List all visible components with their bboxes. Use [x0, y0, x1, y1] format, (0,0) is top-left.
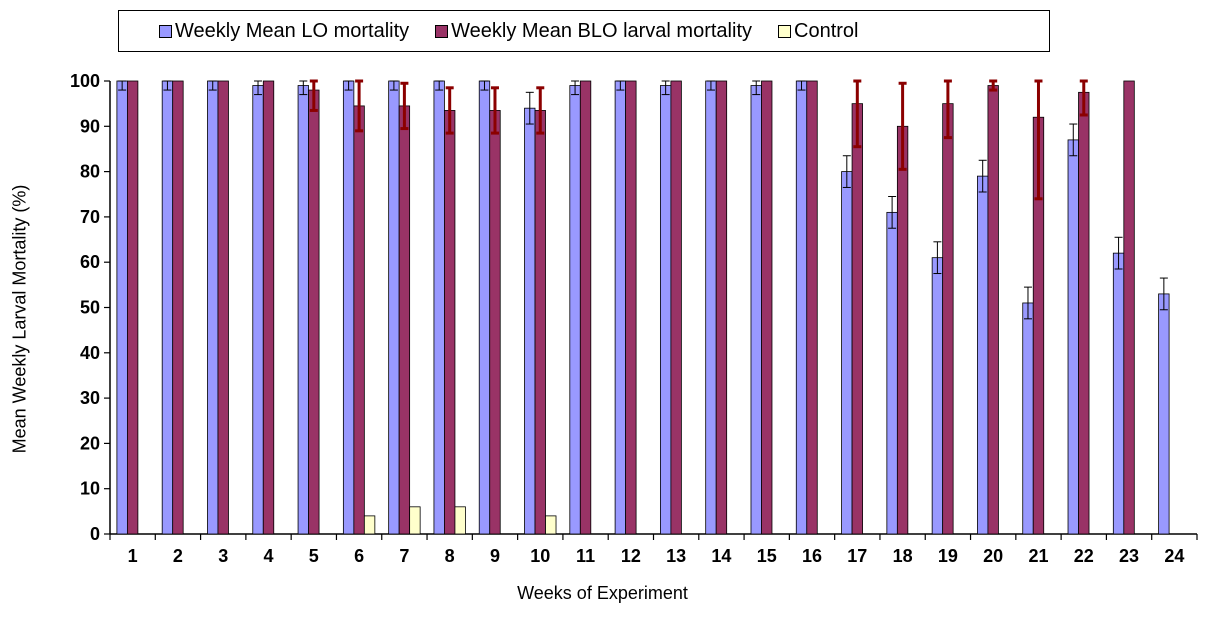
bar-lo: [116, 80, 128, 535]
bar-lo: [1067, 139, 1079, 535]
bar-blo: [1123, 80, 1135, 535]
bar-lo: [841, 171, 853, 535]
bar-lo: [1158, 293, 1170, 535]
bar-lo: [795, 80, 808, 535]
x-tick-label: 7: [399, 546, 409, 566]
bar-lo: [478, 80, 491, 535]
bar-lo: [161, 80, 174, 535]
bar-lo: [524, 107, 536, 535]
y-tick-label: 80: [80, 162, 100, 182]
x-tick-label: 20: [983, 546, 1003, 566]
bar-blo: [896, 125, 909, 535]
bar-blo: [761, 80, 773, 535]
y-tick-label: 10: [80, 479, 100, 499]
bar-blo: [1078, 91, 1090, 535]
bar-lo: [977, 175, 989, 535]
bar-blo: [806, 80, 818, 535]
bar-blo: [715, 80, 728, 535]
x-tick-label: 14: [711, 546, 731, 566]
legend-label-blo: Weekly Mean BLO larval mortality: [451, 19, 752, 42]
x-axis-label: Weeks of Experiment: [517, 583, 688, 603]
bar-blo: [670, 80, 682, 535]
y-tick-label: 60: [80, 252, 100, 272]
bar-lo: [252, 85, 264, 535]
x-tick-label: 11: [576, 546, 595, 566]
bar-lo: [886, 211, 898, 535]
legend-item-control: Control: [778, 20, 858, 43]
x-tick-label: 24: [1164, 546, 1184, 566]
bar-lo: [750, 85, 762, 535]
x-tick-label: 23: [1119, 546, 1139, 566]
y-tick-label: 50: [80, 298, 100, 318]
bar-lo: [931, 257, 944, 535]
legend-label-lo: Weekly Mean LO mortality: [175, 19, 410, 42]
x-tick-label: 8: [445, 546, 455, 566]
x-tick-label: 17: [847, 546, 867, 566]
bar-control: [363, 515, 376, 535]
legend-swatch-blo: [435, 24, 449, 38]
y-tick-label: 40: [80, 343, 100, 363]
y-tick-label: 30: [80, 388, 100, 408]
bar-blo: [942, 103, 954, 535]
y-axis-label-wrap: Mean Weekly Larval Mortality (%): [8, 0, 32, 637]
bar-blo: [625, 80, 637, 535]
bar-lo: [342, 80, 355, 535]
bar-blo: [987, 85, 999, 535]
bar-blo: [444, 110, 456, 535]
chart-legend: Weekly Mean LO mortality Weekly Mean BLO…: [118, 10, 1050, 52]
x-tick-label: 19: [938, 546, 958, 566]
bar-blo: [579, 80, 592, 535]
bar-blo: [489, 110, 501, 535]
bar-blo: [398, 105, 411, 535]
bar-lo: [659, 85, 672, 535]
bar-lo: [388, 80, 400, 535]
bar-blo: [308, 89, 320, 535]
legend-label-control: Control: [794, 19, 859, 42]
x-tick-label: 18: [893, 546, 913, 566]
bar-blo: [851, 103, 863, 535]
x-tick-label: 16: [802, 546, 822, 566]
y-tick-label: 100: [70, 71, 100, 91]
x-tick-label: 13: [666, 546, 686, 566]
x-tick-label: 15: [757, 546, 777, 566]
bar-blo: [217, 80, 229, 535]
y-tick-label: 20: [80, 433, 100, 453]
x-tick-label: 21: [1028, 546, 1048, 566]
bar-lo: [705, 80, 717, 535]
bar-lo: [1022, 302, 1034, 535]
bar-lo: [569, 85, 581, 535]
legend-swatch-lo: [159, 24, 172, 38]
bar-control: [545, 515, 557, 535]
bar-lo: [1112, 252, 1125, 535]
bar-lo: [297, 85, 309, 535]
bar-blo: [126, 80, 139, 535]
y-tick-label: 90: [80, 116, 100, 136]
y-tick-label: 0: [90, 524, 100, 544]
x-tick-label: 9: [490, 546, 500, 566]
bar-blo: [172, 80, 184, 535]
legend-item-blo: Weekly Mean BLO larval mortality: [435, 20, 752, 43]
x-tick-label: 1: [128, 546, 138, 566]
y-axis-label: Mean Weekly Larval Mortality (%): [9, 184, 30, 453]
x-tick-label: 4: [264, 546, 274, 566]
bar-blo: [534, 110, 546, 535]
x-tick-label: 6: [354, 546, 364, 566]
x-tick-label: 5: [309, 546, 319, 566]
bar-lo: [614, 80, 627, 535]
x-tick-label: 12: [621, 546, 641, 566]
bar-blo: [262, 80, 275, 535]
legend-swatch-control: [778, 24, 791, 38]
legend-item-lo: Weekly Mean LO mortality: [159, 20, 409, 43]
x-tick-label: 22: [1074, 546, 1094, 566]
bar-control: [454, 506, 466, 535]
x-tick-label: 10: [530, 546, 550, 566]
bar-control: [409, 506, 421, 535]
x-tick-label: 2: [173, 546, 183, 566]
bar-blo: [353, 105, 365, 535]
bar-lo: [433, 80, 445, 535]
y-tick-label: 70: [80, 207, 100, 227]
bar-lo: [207, 80, 219, 535]
x-tick-label: 3: [218, 546, 228, 566]
